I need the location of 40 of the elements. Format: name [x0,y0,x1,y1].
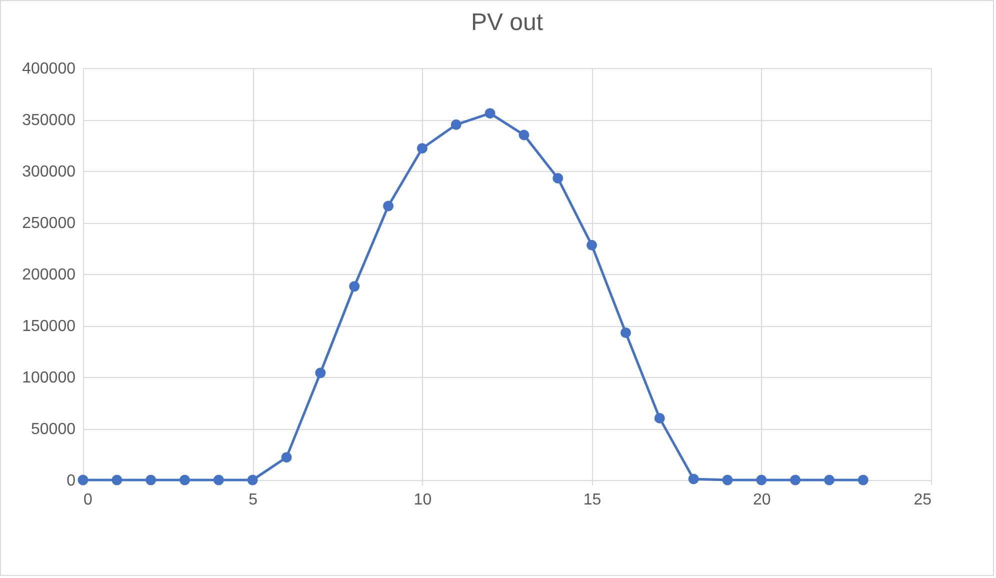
y-tick-label: 200000 [22,266,76,284]
point [824,474,834,486]
point [112,474,122,486]
point [756,474,767,486]
point [180,474,190,486]
point [484,108,496,119]
y-tick-label: 50000 [31,421,76,438]
point [383,200,394,212]
point [281,452,292,463]
point [620,327,631,338]
point [247,474,258,486]
x-tick-label: 0 [84,492,92,508]
point [450,119,462,130]
point [654,412,665,424]
point [790,474,801,486]
y-tick-label: 400000 [22,60,76,78]
point [78,474,88,486]
x-tick-label: 20 [753,492,771,508]
point [518,130,530,140]
point [349,281,360,292]
point [213,474,224,486]
point [552,172,564,184]
x-tick-label: 15 [583,492,602,508]
x-tick-label: 25 [914,492,932,508]
point [858,474,868,486]
y-tick-label: 100000 [22,370,76,386]
x-tick-label: 10 [414,492,432,508]
point [586,240,598,250]
y-tick-label: 150000 [22,318,76,335]
point [416,143,428,154]
y-tick-label: 350000 [22,112,76,129]
point [722,474,733,486]
chart-title: PV out [470,9,544,36]
y-tick-label: 250000 [22,215,76,232]
y-tick-label: 300000 [22,164,76,180]
point [146,474,156,486]
x-tick-label: 5 [248,492,258,508]
point [688,474,699,484]
y-tick-label: 0 [66,472,76,490]
point [315,368,326,378]
